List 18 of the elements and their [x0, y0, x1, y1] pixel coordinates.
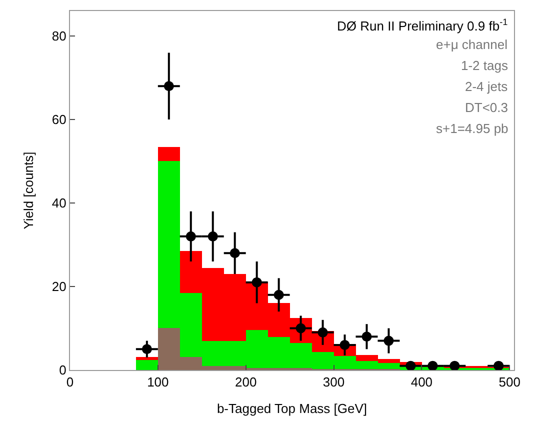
x-tick-label: 100: [147, 374, 169, 390]
x-tick-label: 400: [410, 374, 433, 390]
y-tick-label: 60: [52, 112, 66, 128]
annotation: 1-2 tags: [461, 58, 508, 73]
x-tick-label: 300: [322, 374, 345, 390]
x-tick-label: 500: [498, 374, 520, 390]
annotation: e+μ channel: [436, 37, 508, 52]
y-tick-label: 20: [52, 279, 66, 294]
y-tick-label: 0: [59, 362, 66, 378]
x-axis-title: b-Tagged Top Mass [GeV]: [216, 401, 368, 416]
y-tick-label: 40: [52, 196, 66, 211]
annotation: s+1=4.95 pb: [436, 121, 508, 136]
x-tick-label: 200: [234, 374, 257, 390]
annotation: 2-4 jets: [465, 79, 508, 94]
annotation: DØ Run II Preliminary 0.9 fb$^{-1}$: [337, 17, 508, 34]
y-axis-title: Yield [counts]: [20, 152, 36, 230]
y-tick-label: 80: [52, 28, 66, 44]
annotation: DT<0.3: [465, 100, 508, 115]
